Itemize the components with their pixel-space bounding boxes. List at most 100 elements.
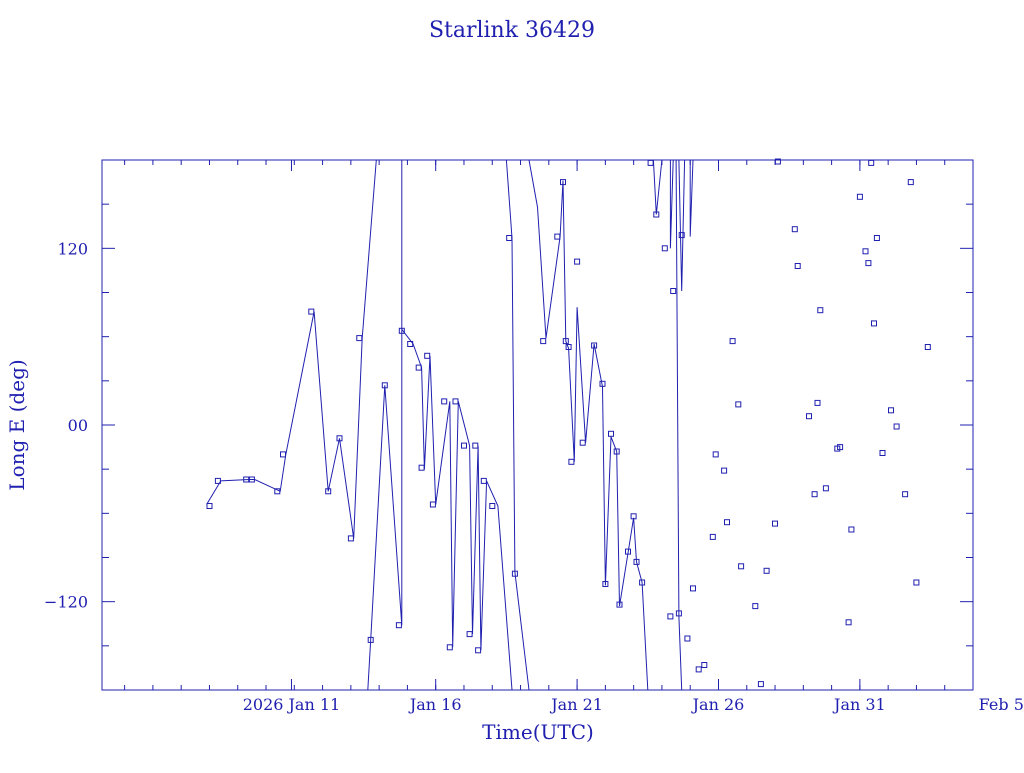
data-point xyxy=(480,477,487,484)
data-point xyxy=(763,567,770,574)
data-point xyxy=(817,307,824,314)
data-point xyxy=(308,308,315,315)
data-point xyxy=(814,399,821,406)
data-point xyxy=(415,364,422,371)
x-tick-label: Jan 26 xyxy=(691,695,745,714)
data-point xyxy=(441,398,448,405)
data-point xyxy=(591,342,598,349)
series-line xyxy=(678,159,686,292)
data-point xyxy=(667,613,674,620)
data-point xyxy=(243,476,250,483)
data-point xyxy=(562,338,569,345)
data-point xyxy=(625,548,631,555)
data-point xyxy=(608,430,614,437)
x-tick-label: Jan 16 xyxy=(408,695,462,714)
x-axis-label: Time(UTC) xyxy=(482,720,594,744)
data-point xyxy=(724,519,730,526)
series-line xyxy=(689,159,694,237)
data-point xyxy=(772,520,778,527)
data-point xyxy=(274,488,281,495)
data-point xyxy=(616,601,623,608)
data-point xyxy=(873,235,880,241)
data-point xyxy=(856,193,863,200)
data-point xyxy=(684,635,691,642)
data-point xyxy=(356,335,363,342)
data-point xyxy=(902,491,909,498)
data-point xyxy=(461,442,467,449)
x-tick-label: Jan 21 xyxy=(549,695,603,714)
y-axis-label: Long E (deg) xyxy=(5,359,29,490)
data-point xyxy=(506,235,513,241)
x-tick-label: Feb 5 xyxy=(979,695,1024,714)
data-point xyxy=(407,341,414,347)
data-point xyxy=(811,491,818,498)
data-point xyxy=(653,211,660,218)
data-point xyxy=(661,245,668,252)
data-point xyxy=(738,563,745,570)
data-point xyxy=(633,558,640,565)
data-point xyxy=(630,513,637,520)
series-line xyxy=(528,159,649,691)
y-tick-label: 00 xyxy=(68,416,88,435)
data-point xyxy=(695,666,702,673)
series-line xyxy=(401,328,513,691)
data-point xyxy=(721,467,728,474)
data-point xyxy=(599,380,606,387)
data-point xyxy=(472,442,479,449)
data-point xyxy=(568,458,575,465)
data-point xyxy=(639,579,646,586)
data-point xyxy=(913,579,920,586)
data-point xyxy=(862,248,869,255)
data-point xyxy=(452,398,459,405)
data-point xyxy=(871,320,877,327)
data-point xyxy=(381,382,388,389)
data-point xyxy=(475,647,482,654)
data-point xyxy=(395,622,402,629)
data-point xyxy=(712,451,719,458)
data-point xyxy=(907,179,914,186)
data-point xyxy=(579,439,586,446)
data-point xyxy=(446,644,453,651)
data-point xyxy=(791,226,798,233)
data-point xyxy=(690,585,696,592)
data-point xyxy=(848,526,855,533)
data-point xyxy=(678,232,685,239)
data-point xyxy=(701,662,708,668)
data-point xyxy=(398,327,405,334)
y-tick-label: −120 xyxy=(44,593,88,612)
series-points xyxy=(206,158,931,688)
data-point xyxy=(429,501,436,508)
series-line xyxy=(652,159,663,215)
data-point xyxy=(774,158,781,165)
data-point xyxy=(893,423,900,430)
x-tick-label: Jan 31 xyxy=(832,695,886,714)
data-point xyxy=(325,488,332,495)
series-line xyxy=(206,159,377,539)
data-point xyxy=(367,636,374,643)
data-point xyxy=(560,179,566,186)
data-point xyxy=(865,260,872,267)
x-tick-label: 2026 Jan 11 xyxy=(243,695,341,714)
data-point xyxy=(602,581,609,587)
data-point xyxy=(868,159,875,166)
data-point xyxy=(418,464,425,471)
data-point xyxy=(613,448,620,455)
data-point xyxy=(794,263,801,269)
y-axis-ticks: 120 00 −120 xyxy=(44,159,973,691)
plot-frame xyxy=(101,159,974,691)
data-point xyxy=(670,288,677,294)
data-point xyxy=(466,631,473,638)
data-point xyxy=(565,344,572,350)
data-point xyxy=(540,338,547,345)
data-point xyxy=(214,477,221,484)
data-point xyxy=(837,444,844,451)
data-point xyxy=(347,535,354,542)
data-point xyxy=(647,159,654,166)
data-point xyxy=(489,503,496,509)
data-point xyxy=(757,681,764,688)
series-line xyxy=(505,159,530,691)
data-point xyxy=(888,407,894,414)
y-tick-label: 120 xyxy=(57,239,88,258)
